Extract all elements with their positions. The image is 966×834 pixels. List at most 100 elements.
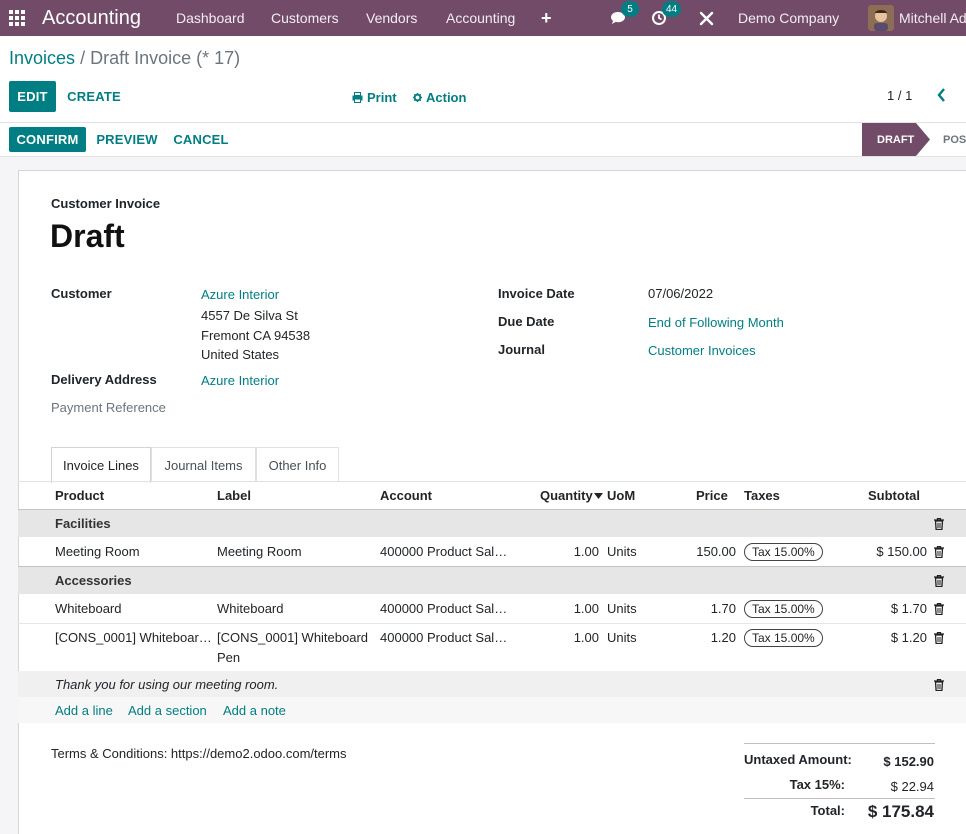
due-date-link[interactable]: End of Following Month	[648, 315, 784, 330]
status-posted[interactable]: POSTED	[943, 133, 966, 146]
tax-tag[interactable]: Tax 15.00%	[744, 629, 823, 647]
line-account[interactable]: 400000 Product Sal…	[380, 630, 508, 645]
add-note-link[interactable]: Add a note	[223, 703, 286, 718]
invoice-date-label: Invoice Date	[498, 286, 575, 301]
messages-badge: 5	[621, 1, 639, 17]
delivery-address-link[interactable]: Azure Interior	[201, 373, 280, 388]
col-header-quantity[interactable]: Quantity	[540, 488, 593, 503]
line-price[interactable]: 1.20	[710, 630, 736, 645]
tax-amount-label: Tax 15%:	[789, 777, 845, 792]
breadcrumb-invoices-link[interactable]: Invoices	[9, 48, 76, 68]
line-product[interactable]: Meeting Room	[55, 544, 140, 559]
line-label-continued[interactable]: Pen	[217, 650, 241, 665]
col-header-taxes[interactable]: Taxes	[744, 488, 780, 503]
plus-icon[interactable]: +	[541, 7, 552, 28]
col-header-price[interactable]: Price	[696, 488, 728, 503]
col-header-subtotal[interactable]: Subtotal	[868, 488, 920, 503]
pager-previous-button[interactable]	[936, 87, 946, 108]
row-divider	[18, 623, 966, 624]
line-label[interactable]: Meeting Room	[217, 544, 302, 559]
invoice-type-label: Customer Invoice	[51, 196, 161, 211]
action-button[interactable]: Action	[413, 88, 466, 106]
note-row[interactable]	[18, 671, 966, 697]
col-header-account[interactable]: Account	[380, 488, 432, 503]
totals-top-border	[744, 743, 935, 744]
line-quantity[interactable]: 1.00	[573, 630, 599, 645]
journal-label: Journal	[498, 342, 545, 357]
clock-icon	[652, 11, 666, 25]
line-account[interactable]: 400000 Product Sal…	[380, 601, 508, 616]
section-name: Facilities	[55, 516, 111, 531]
col-header-uom[interactable]: UoM	[607, 488, 636, 503]
chevron-left-icon	[937, 88, 945, 102]
customer-link[interactable]: Azure Interior	[201, 287, 280, 302]
line-quantity[interactable]: 1.00	[573, 544, 599, 559]
company-switcher[interactable]: Demo Company	[738, 10, 840, 26]
messaging-button[interactable]: 5	[609, 0, 639, 36]
user-menu[interactable]: Mitchell Admin	[899, 10, 966, 26]
tabs-bottom-border	[18, 481, 966, 482]
activities-button[interactable]: 44	[651, 0, 682, 36]
tab-invoice-lines[interactable]: Invoice Lines	[51, 447, 151, 483]
line-uom[interactable]: Units	[607, 544, 637, 559]
line-note[interactable]: Thank you for using our meeting room.	[55, 677, 279, 692]
line-quantity[interactable]: 1.00	[573, 601, 599, 616]
col-header-product[interactable]: Product	[55, 488, 105, 503]
add-section-link[interactable]: Add a section	[128, 703, 207, 718]
invoice-state-title: Draft	[50, 218, 125, 254]
status-draft[interactable]: DRAFT	[862, 123, 930, 156]
menu-customers[interactable]: Customers	[271, 10, 339, 26]
line-uom[interactable]: Units	[607, 630, 637, 645]
trash-icon[interactable]	[934, 546, 944, 558]
tab-other-info[interactable]: Other Info	[256, 447, 339, 482]
total-value: $ 175.84	[867, 802, 934, 821]
apps-menu-button[interactable]	[9, 0, 27, 36]
line-subtotal: $ 1.70	[890, 601, 927, 616]
totals-separator	[744, 798, 935, 799]
tab-journal-items[interactable]: Journal Items	[151, 447, 256, 482]
edit-button[interactable]: EDIT	[9, 81, 56, 112]
print-label: Print	[367, 89, 397, 105]
print-icon	[352, 91, 363, 103]
line-account[interactable]: 400000 Product Sal…	[380, 544, 508, 559]
print-button[interactable]: Print	[352, 88, 397, 106]
menu-vendors[interactable]: Vendors	[366, 10, 418, 26]
section-row[interactable]	[18, 566, 966, 594]
tools-button[interactable]	[699, 0, 721, 36]
tax-tag[interactable]: Tax 15.00%	[744, 600, 823, 618]
payment-reference-field[interactable]: Payment Reference	[51, 400, 166, 415]
add-line-link[interactable]: Add a line	[55, 703, 113, 718]
line-uom[interactable]: Units	[607, 601, 637, 616]
customer-address-line3: United States	[201, 347, 280, 362]
menu-dashboard[interactable]: Dashboard	[176, 10, 245, 26]
app-brand[interactable]: Accounting	[42, 6, 141, 29]
line-label[interactable]: [CONS_0001] Whiteboard	[217, 630, 369, 645]
preview-button[interactable]: PREVIEW	[96, 132, 158, 147]
trash-icon[interactable]	[934, 679, 944, 691]
tax-tag[interactable]: Tax 15.00%	[744, 543, 823, 561]
avatar[interactable]	[868, 5, 894, 31]
line-subtotal: $ 150.00	[876, 544, 927, 559]
trash-icon[interactable]	[934, 575, 944, 587]
create-button[interactable]: CREATE	[67, 89, 121, 104]
col-header-label[interactable]: Label	[217, 488, 251, 503]
untaxed-amount-value: $ 152.90	[883, 754, 934, 769]
trash-icon[interactable]	[934, 518, 944, 530]
line-label[interactable]: Whiteboard	[217, 601, 284, 616]
trash-icon[interactable]	[934, 632, 944, 644]
section-row[interactable]	[18, 509, 966, 537]
journal-link[interactable]: Customer Invoices	[648, 343, 756, 358]
line-price[interactable]: 150.00	[696, 544, 736, 559]
line-product[interactable]: Whiteboard	[55, 601, 122, 616]
line-price[interactable]: 1.70	[710, 601, 736, 616]
line-product[interactable]: [CONS_0001] Whiteboar…	[55, 630, 212, 645]
menu-accounting[interactable]: Accounting	[446, 10, 516, 26]
breadcrumb-separator: /	[80, 48, 86, 68]
invoice-date-value[interactable]: 07/06/2022	[648, 286, 714, 301]
terms-conditions[interactable]: Terms & Conditions: https://demo2.odoo.c…	[51, 746, 347, 761]
cancel-button[interactable]: CANCEL	[173, 132, 229, 147]
apps-grid-icon	[9, 10, 25, 26]
confirm-button[interactable]: CONFIRM	[9, 127, 86, 152]
pager-value[interactable]: 1 / 1	[887, 88, 913, 103]
trash-icon[interactable]	[934, 603, 944, 615]
